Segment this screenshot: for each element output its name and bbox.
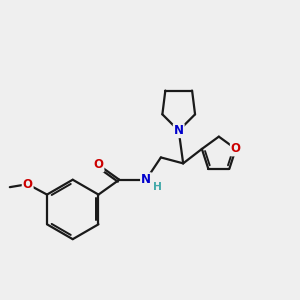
- Text: O: O: [23, 178, 33, 191]
- Text: H: H: [153, 182, 162, 192]
- Text: O: O: [94, 158, 103, 171]
- Text: N: N: [141, 173, 151, 186]
- Text: N: N: [174, 124, 184, 137]
- Text: O: O: [231, 142, 241, 155]
